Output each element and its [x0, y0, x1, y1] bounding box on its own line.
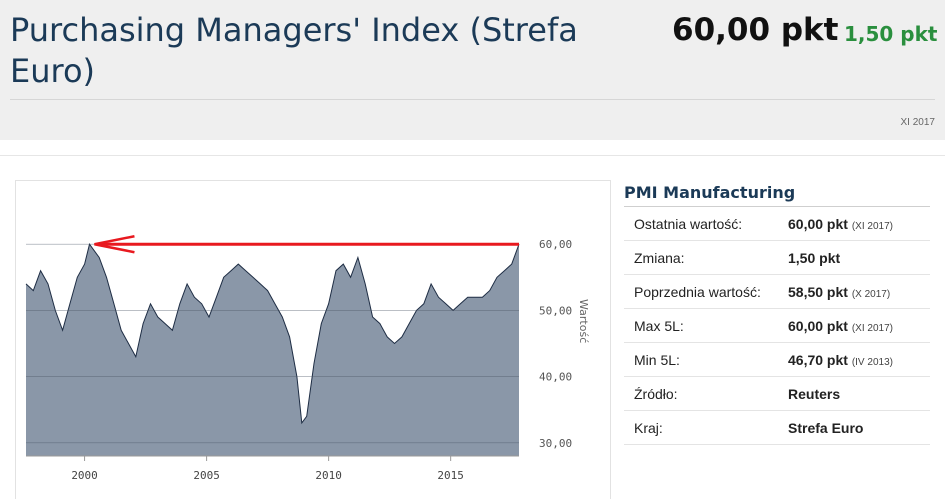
x-tick-label: 2000 [71, 469, 98, 482]
row-date: (IV 2013) [851, 356, 893, 368]
series-line [25, 243, 520, 425]
current-value: 60,00 pkt [672, 12, 839, 48]
row-value: Strefa Euro [788, 410, 930, 445]
table-row: Min 5L: 46,70 pkt (IV 2013) [624, 342, 930, 377]
pmi-panel: PMI Manufacturing Ostatnia wartość: 60,00… [624, 180, 930, 445]
row-value-text: 1,50 pkt [788, 249, 841, 266]
row-date: (X 2017) [851, 288, 891, 300]
table-row: Kraj: Strefa Euro [624, 410, 930, 445]
row-date: (XI 2017) [851, 322, 893, 334]
table-row: Źródło: Reuters [624, 376, 930, 411]
panel-title: PMI Manufacturing [624, 180, 930, 207]
y-tick-label: 40,00 [539, 371, 572, 384]
max-marker-arrowhead [94, 235, 135, 254]
x-tick-label: 2005 [193, 469, 220, 482]
row-value-text: 58,50 pkt [788, 283, 848, 300]
table-row: Max 5L: 60,00 pkt (XI 2017) [624, 308, 930, 343]
row-value: 60,00 pkt (XI 2017) [788, 308, 930, 343]
x-tick-label: 2015 [437, 469, 464, 482]
pmi-table: Ostatnia wartość: 60,00 pkt (XI 2017) Zmia… [624, 207, 930, 445]
row-value: 60,00 pkt (XI 2017) [788, 207, 930, 241]
y-axis-title: Wartość [577, 299, 590, 344]
row-value-text: Reuters [788, 385, 841, 402]
series-area [26, 244, 519, 456]
table-row: Poprzednia wartość: 58,50 pkt (X 2017) [624, 274, 930, 309]
change-value: 1,50 pkt [844, 22, 938, 46]
row-label: Źródło: [624, 376, 788, 411]
row-label: Kraj: [624, 410, 788, 445]
row-date: (XI 2017) [851, 220, 893, 232]
row-value: 58,50 pkt (X 2017) [788, 274, 930, 309]
row-value: 1,50 pkt [788, 240, 930, 275]
row-value-text: 46,70 pkt [788, 351, 848, 368]
row-label: Poprzednia wartość: [624, 274, 788, 309]
row-label: Max 5L: [624, 308, 788, 343]
row-value: Reuters [788, 376, 930, 411]
row-label: Zmiana: [624, 240, 788, 275]
table-row: Zmiana: 1,50 pkt [624, 240, 930, 275]
x-tick-label: 2010 [315, 469, 342, 482]
row-label: Min 5L: [624, 342, 788, 377]
content-area [0, 155, 945, 499]
page-title: Purchasing Managers' Index (Strefa Euro) [10, 11, 578, 90]
chart-container[interactable]: 30,00 40,00 50,00 60,00 2000 2005 2010 2015 War… [15, 180, 611, 499]
row-value-text: 60,00 pkt [788, 215, 848, 232]
table-row: Ostatnia wartość: 60,00 pkt (XI 2017) [624, 207, 930, 241]
header-bar: Purchasing Managers' Index (Strefa Euro)… [0, 0, 945, 140]
y-tick-label: 30,00 [539, 437, 572, 450]
header-divider [10, 99, 935, 100]
period-label: XI 2017 [900, 117, 935, 128]
row-value-text: 60,00 pkt [788, 317, 848, 334]
y-tick-label: 60,00 [539, 238, 572, 251]
row-label: Ostatnia wartość: [624, 207, 788, 241]
row-value-text: Strefa Euro [788, 419, 864, 436]
pmi-chart[interactable]: 30,00 40,00 50,00 60,00 2000 2005 2010 2015 [16, 181, 610, 499]
row-value: 46,70 pkt (IV 2013) [788, 342, 930, 377]
y-tick-label: 50,00 [539, 304, 572, 317]
